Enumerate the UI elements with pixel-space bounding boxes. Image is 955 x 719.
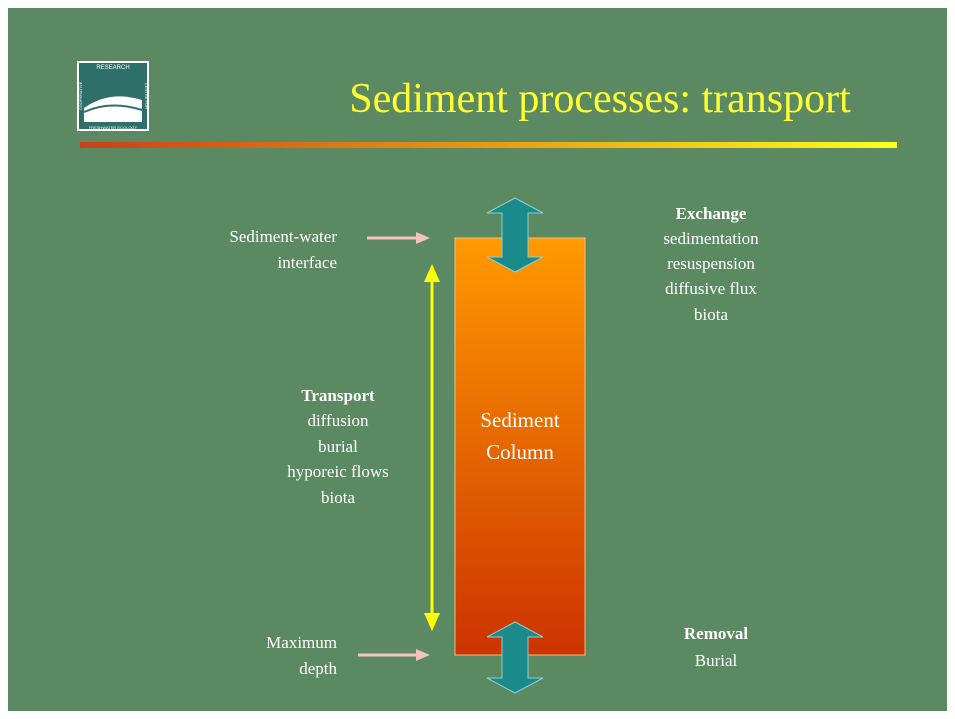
removal-heading: Removal [684, 624, 748, 643]
exchange-item: resuspension [667, 254, 755, 273]
transport-item: hyporeic flows [287, 462, 389, 481]
depth-label: Maximum [266, 633, 337, 652]
logo-text: COOPERATIVE [78, 81, 83, 110]
column-label: Column [486, 440, 554, 464]
transport-heading: Transport [301, 386, 375, 405]
depth-label: depth [299, 659, 337, 678]
removal-arrow [486, 621, 544, 694]
title-rule [80, 142, 897, 148]
removal-item: Burial [695, 651, 738, 670]
exchange-heading: Exchange [676, 204, 747, 223]
exchange-arrow [486, 197, 544, 273]
slide-title: Sediment processes: transport [349, 76, 851, 122]
logo-text: CENTRE FOR [144, 83, 149, 109]
exchange-item: diffusive flux [665, 279, 757, 298]
pointer-arrow [367, 232, 430, 244]
logo-text: FRESHWATER ECOLOGY [89, 125, 138, 130]
exchange-item: sedimentation [663, 229, 759, 248]
transport-arrow [424, 264, 440, 631]
column-label: Sediment [480, 408, 559, 432]
logo-text: RESEARCH [96, 65, 129, 71]
transport-item: diffusion [307, 411, 369, 430]
logo: RESEARCH FRESHWATER ECOLOGY COOPERATIVE … [77, 61, 149, 131]
transport-item: burial [318, 437, 358, 456]
transport-item: biota [321, 488, 355, 507]
interface-label: Sediment-water [229, 227, 337, 246]
interface-label: interface [278, 253, 337, 272]
pointer-arrow [358, 649, 430, 661]
exchange-item: biota [694, 305, 728, 324]
